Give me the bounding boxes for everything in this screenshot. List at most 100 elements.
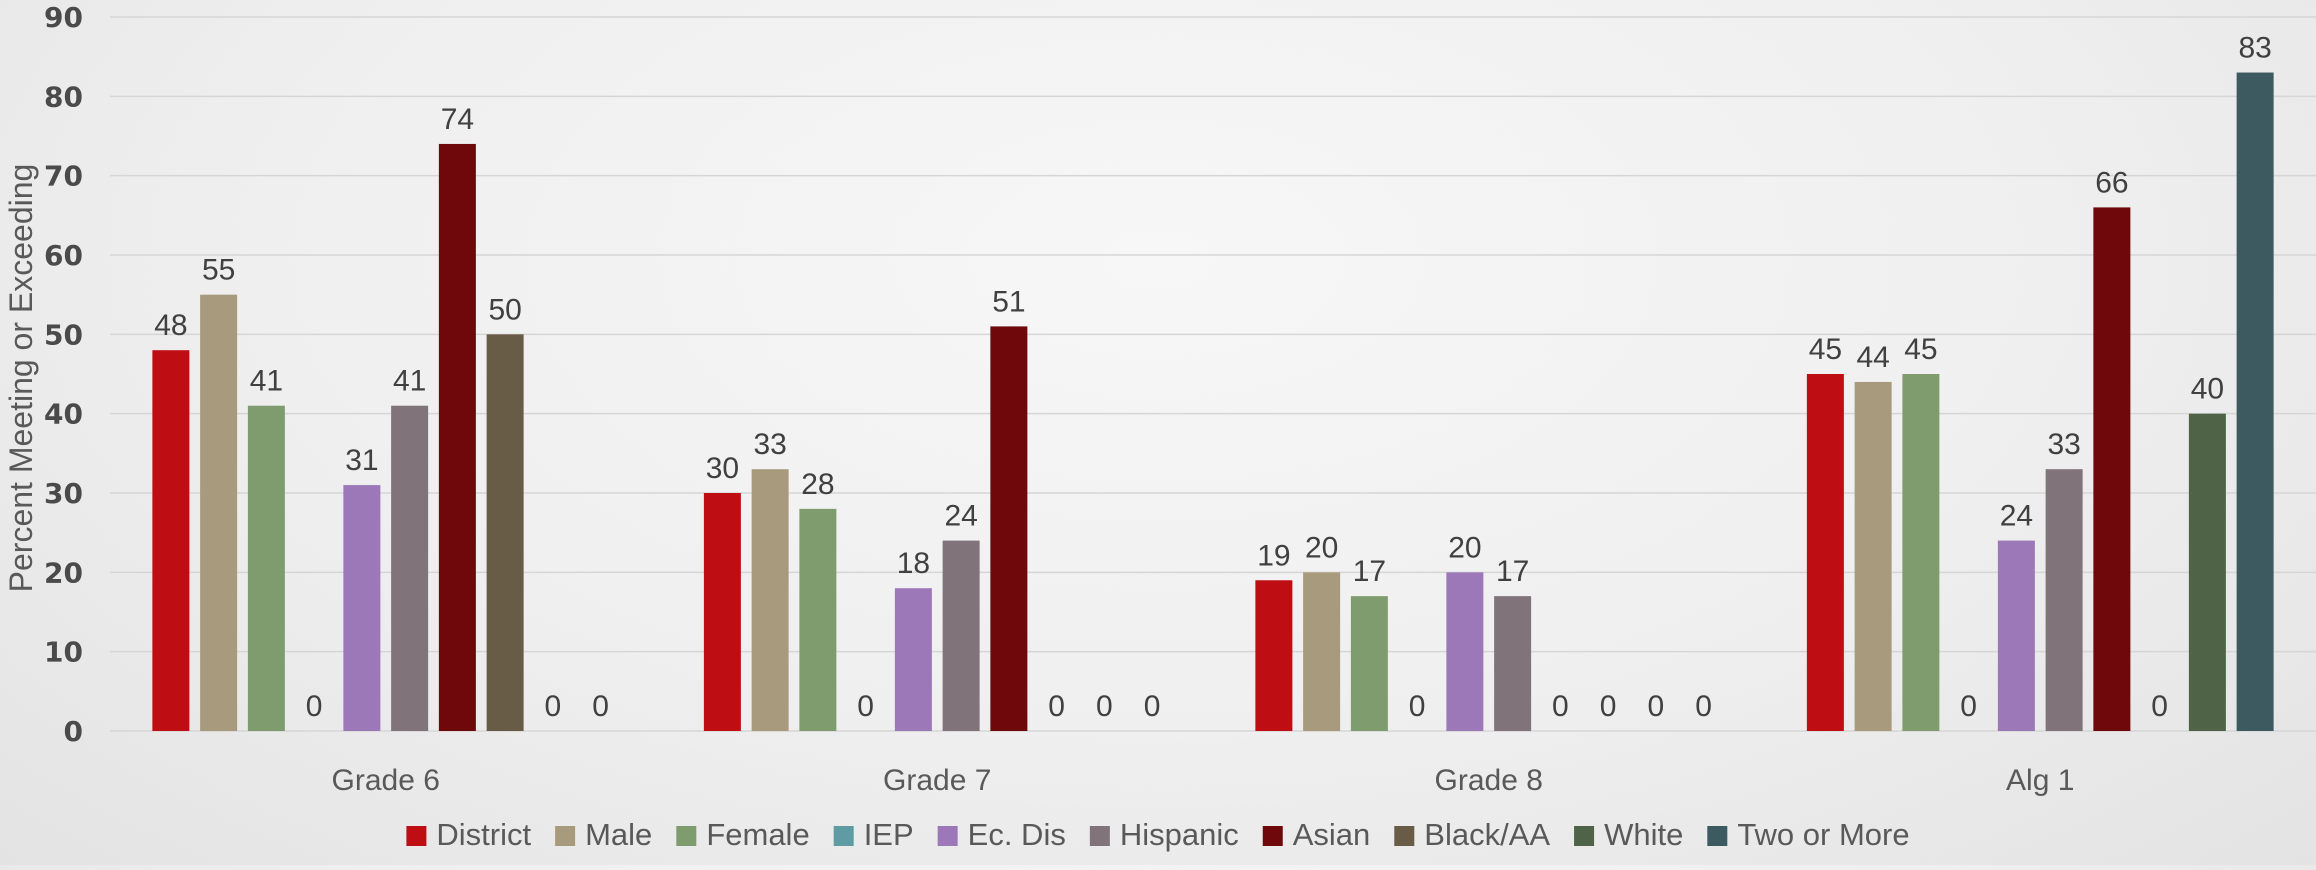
legend: District Male Female IEP Ec. Dis Hispanic Asia… [406, 817, 1910, 852]
data-label: 45 [1904, 333, 1937, 366]
x-tick-label: Grade 7 [883, 764, 991, 797]
legend-label: Male [585, 817, 652, 852]
data-label: 0 [1960, 690, 1977, 723]
x-tick-label: Grade 8 [1435, 764, 1543, 797]
legend-item: Hispanic [1089, 817, 1239, 852]
data-label: 44 [1856, 341, 1889, 374]
data-label: 18 [897, 547, 930, 580]
legend-label: IEP [864, 817, 914, 852]
data-label: 74 [441, 103, 474, 136]
y-axis-ticks: 0 10 20 30 40 50 60 70 80 90 [44, 1, 83, 748]
bar [703, 493, 741, 731]
bar [486, 334, 524, 731]
bars [152, 72, 2274, 732]
legend-item: Asian [1262, 817, 1371, 852]
legend-label: Ec. Dis [968, 817, 1066, 852]
legend-label: White [1604, 817, 1683, 852]
gridlines [110, 16, 2316, 732]
y-tick-label: 40 [44, 398, 83, 431]
data-label: 17 [1496, 555, 1529, 588]
x-tick-label: Grade 6 [332, 764, 440, 797]
bar [391, 405, 429, 731]
y-tick-label: 10 [44, 636, 83, 669]
data-label: 19 [1257, 539, 1290, 572]
bar [1446, 572, 1484, 731]
bar [799, 508, 837, 731]
legend-label: Two or More [1737, 817, 1909, 852]
bar [438, 143, 476, 731]
data-label: 33 [2047, 428, 2080, 461]
bar [1854, 381, 1892, 731]
data-label: 40 [2191, 373, 2224, 406]
y-tick-label: 90 [44, 1, 83, 34]
legend-item: Male [555, 817, 652, 852]
y-tick-label: 30 [44, 477, 83, 510]
legend-item: Black/AA [1394, 817, 1550, 852]
y-tick-label: 60 [44, 239, 83, 272]
bar [894, 588, 932, 731]
x-axis-ticks: Grade 6 Grade 7 Grade 8 Alg 1 [332, 764, 2075, 797]
bar [1902, 374, 1940, 731]
data-label: 0 [857, 690, 874, 723]
data-label: 0 [1096, 690, 1113, 723]
bar [200, 294, 238, 731]
legend-swatch [1262, 826, 1283, 846]
legend-item: District [406, 817, 531, 852]
data-label: 24 [944, 500, 977, 533]
bar [1806, 374, 1844, 731]
bar [2236, 72, 2274, 732]
data-label: 20 [1448, 531, 1481, 564]
y-tick-label: 80 [44, 80, 83, 113]
bar [942, 540, 980, 731]
data-label: 0 [1144, 690, 1161, 723]
x-tick-label: Alg 1 [2006, 764, 2074, 797]
bar [152, 350, 190, 731]
data-label: 0 [1048, 690, 1065, 723]
legend-swatch [676, 826, 697, 846]
y-tick-label: 20 [44, 556, 83, 589]
bar [2093, 207, 2131, 731]
data-label: 45 [1809, 333, 1842, 366]
data-label: 55 [202, 254, 235, 287]
legend-item: IEP [833, 817, 914, 852]
y-tick-label: 70 [44, 160, 83, 193]
y-axis-label: Percent Meeting or Exceeding [3, 164, 39, 593]
y-tick-label: 50 [44, 318, 83, 351]
data-label: 83 [2238, 32, 2271, 65]
legend-swatch [406, 826, 427, 846]
legend-swatch [937, 826, 958, 846]
data-label: 51 [992, 285, 1025, 318]
data-label: 28 [801, 468, 834, 501]
data-label: 31 [345, 444, 378, 477]
bar [2045, 469, 2083, 731]
bar [1494, 596, 1532, 731]
data-label: 0 [306, 690, 323, 723]
bar [990, 326, 1028, 731]
data-label: 0 [2151, 690, 2168, 723]
legend-swatch [1707, 826, 1728, 846]
data-label: 0 [1552, 690, 1569, 723]
legend-label: Asian [1293, 817, 1371, 852]
data-label: 33 [753, 428, 786, 461]
legend-item: Two or More [1707, 817, 1910, 852]
data-label: 66 [2095, 166, 2128, 199]
bar [751, 469, 789, 731]
legend-label: Black/AA [1424, 817, 1550, 852]
data-label: 0 [1695, 690, 1712, 723]
bar [247, 405, 285, 731]
bar [2188, 413, 2226, 731]
y-tick-label: 0 [64, 715, 83, 748]
legend-label: Female [706, 817, 809, 852]
data-label: 30 [706, 452, 739, 485]
data-label: 0 [592, 690, 609, 723]
legend-swatch [1394, 826, 1415, 846]
data-label: 48 [154, 309, 187, 342]
data-label: 17 [1353, 555, 1386, 588]
bar [343, 485, 381, 731]
bar [1350, 596, 1388, 731]
legend-item: Female [676, 817, 810, 852]
bar [1255, 580, 1293, 731]
